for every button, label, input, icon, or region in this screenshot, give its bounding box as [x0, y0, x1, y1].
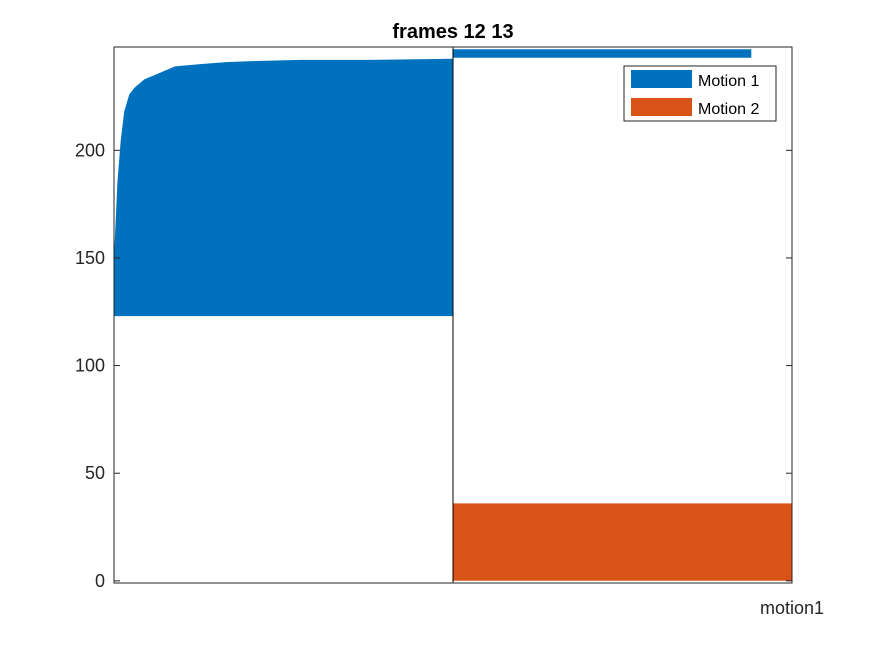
- y-axis: 0 50 100 150 200: [75, 140, 792, 591]
- series-layer: [114, 49, 792, 581]
- x-tick-label: motion1: [760, 598, 824, 618]
- y-tick-label: 50: [85, 463, 105, 483]
- series-2-area-1: [453, 503, 792, 581]
- legend-label-motion-1: Motion 1: [698, 73, 759, 90]
- legend-label-motion-2: Motion 2: [698, 101, 759, 118]
- series-1-area-1: [114, 58, 453, 317]
- y-tick-label: 0: [95, 571, 105, 591]
- y-tick-label: 200: [75, 140, 105, 160]
- y-tick-label: 150: [75, 248, 105, 268]
- chart-title: frames 12 13: [392, 21, 513, 43]
- y-tick-label: 100: [75, 356, 105, 376]
- legend-swatch-motion-1: [631, 70, 692, 88]
- legend-swatch-motion-2: [631, 98, 692, 116]
- plot-frame: [113, 46, 793, 584]
- legend: Motion 1 Motion 2: [623, 65, 777, 122]
- series-1-area-2: [453, 49, 752, 58]
